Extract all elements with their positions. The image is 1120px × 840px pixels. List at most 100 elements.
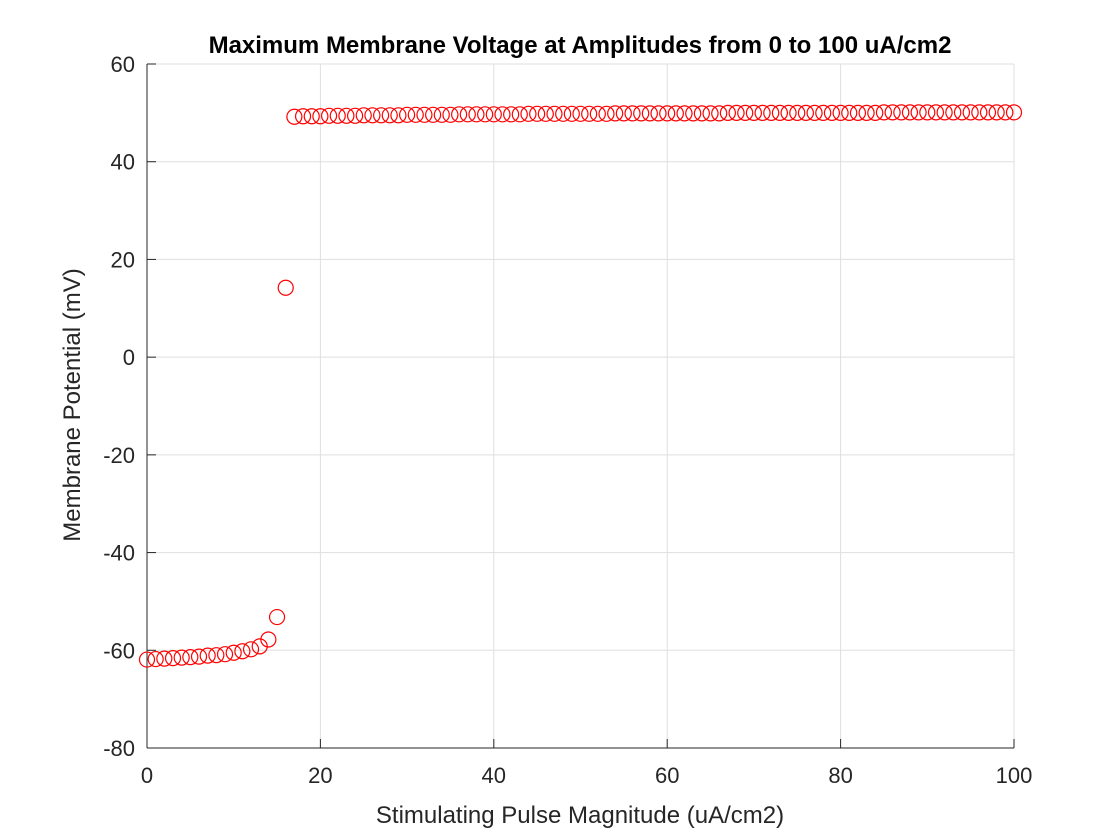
data-point xyxy=(615,105,632,122)
y-axis-label: Membrane Potential (mV) xyxy=(59,268,86,541)
data-point xyxy=(659,105,676,122)
y-tick-label: 20 xyxy=(111,247,135,272)
data-point xyxy=(728,104,745,121)
data-point xyxy=(572,105,589,122)
data-point xyxy=(485,106,502,123)
data-point xyxy=(416,106,433,123)
x-tick-label: 80 xyxy=(828,763,852,788)
data-point xyxy=(442,106,459,123)
data-point xyxy=(641,105,658,122)
data-point xyxy=(268,608,286,626)
data-point xyxy=(763,104,780,121)
data-point xyxy=(425,106,442,123)
data-point xyxy=(529,105,546,122)
data-point xyxy=(676,105,693,122)
data-point xyxy=(702,105,719,122)
data-point xyxy=(477,106,494,123)
data-point xyxy=(286,108,303,125)
data-point xyxy=(589,105,606,122)
y-tick-label: 40 xyxy=(111,150,135,175)
x-tick-label: 100 xyxy=(996,763,1033,788)
data-point xyxy=(511,106,528,123)
data-point xyxy=(320,107,338,124)
data-point xyxy=(1005,104,1023,121)
y-tick-label: 0 xyxy=(123,345,135,370)
data-point xyxy=(650,105,667,122)
data-point xyxy=(503,106,520,123)
data-point xyxy=(962,104,979,121)
axes xyxy=(146,64,1014,749)
data-point xyxy=(901,104,919,121)
data-point xyxy=(312,108,329,125)
data-point xyxy=(346,107,364,124)
data-point xyxy=(667,105,684,122)
x-tick-label: 40 xyxy=(482,763,506,788)
data-point xyxy=(537,105,554,122)
data-point xyxy=(780,104,797,121)
data-point xyxy=(598,105,615,122)
data-point xyxy=(953,104,971,121)
data-point xyxy=(858,104,875,121)
data-point xyxy=(216,646,234,663)
y-tick-label: 60 xyxy=(111,52,135,77)
data-point xyxy=(329,107,346,124)
data-point xyxy=(355,107,372,124)
data-point xyxy=(294,108,312,125)
data-point xyxy=(260,631,277,648)
data-point xyxy=(138,651,156,668)
data-point xyxy=(997,104,1014,121)
y-tick-label: -80 xyxy=(103,736,135,761)
y-ticks: -80 -60 -40 -20 0 20 40 60 xyxy=(103,52,156,761)
x-tick-label: 0 xyxy=(141,763,153,788)
y-tick-label: -60 xyxy=(103,638,135,663)
data-point xyxy=(823,104,841,121)
grid-lines xyxy=(146,63,1015,749)
data-point xyxy=(624,105,641,122)
data-point xyxy=(303,108,320,125)
data-point xyxy=(771,104,789,121)
data-point xyxy=(971,104,988,121)
data-point xyxy=(867,104,884,121)
data-point xyxy=(173,649,190,666)
x-tick-label: 60 xyxy=(655,763,679,788)
data-point xyxy=(338,107,355,124)
data-point xyxy=(381,107,398,124)
data-point xyxy=(234,643,251,660)
data-point xyxy=(563,105,580,122)
data-point xyxy=(754,104,771,121)
data-point xyxy=(494,106,511,123)
x-ticks: 0 20 40 60 80 100 xyxy=(141,739,1032,788)
data-point xyxy=(225,644,242,661)
data-point xyxy=(242,641,260,658)
data-point xyxy=(884,104,901,121)
data-point xyxy=(832,104,849,121)
data-point xyxy=(390,107,407,124)
data-point xyxy=(988,104,1005,121)
data-point xyxy=(451,106,468,123)
data-point xyxy=(182,649,199,666)
data-point xyxy=(607,105,624,122)
data-points xyxy=(138,104,1023,668)
x-tick-label: 20 xyxy=(308,763,332,788)
chart-title: Maximum Membrane Voltage at Amplitudes f… xyxy=(209,32,952,59)
data-point xyxy=(364,107,381,124)
y-tick-label: -20 xyxy=(103,443,135,468)
data-point xyxy=(468,106,485,123)
data-point xyxy=(945,104,962,121)
data-point xyxy=(927,104,945,121)
data-point xyxy=(190,648,208,665)
data-point xyxy=(164,650,182,667)
data-point xyxy=(711,105,728,122)
data-point xyxy=(277,279,294,296)
data-point xyxy=(797,104,815,121)
data-point xyxy=(815,104,832,121)
data-point xyxy=(737,104,754,121)
data-point xyxy=(520,105,537,122)
data-point xyxy=(459,106,476,123)
data-point xyxy=(199,647,216,664)
data-point xyxy=(693,105,710,122)
data-point xyxy=(433,106,450,123)
x-axis-label: Stimulating Pulse Magnitude (uA/cm2) xyxy=(376,802,784,829)
